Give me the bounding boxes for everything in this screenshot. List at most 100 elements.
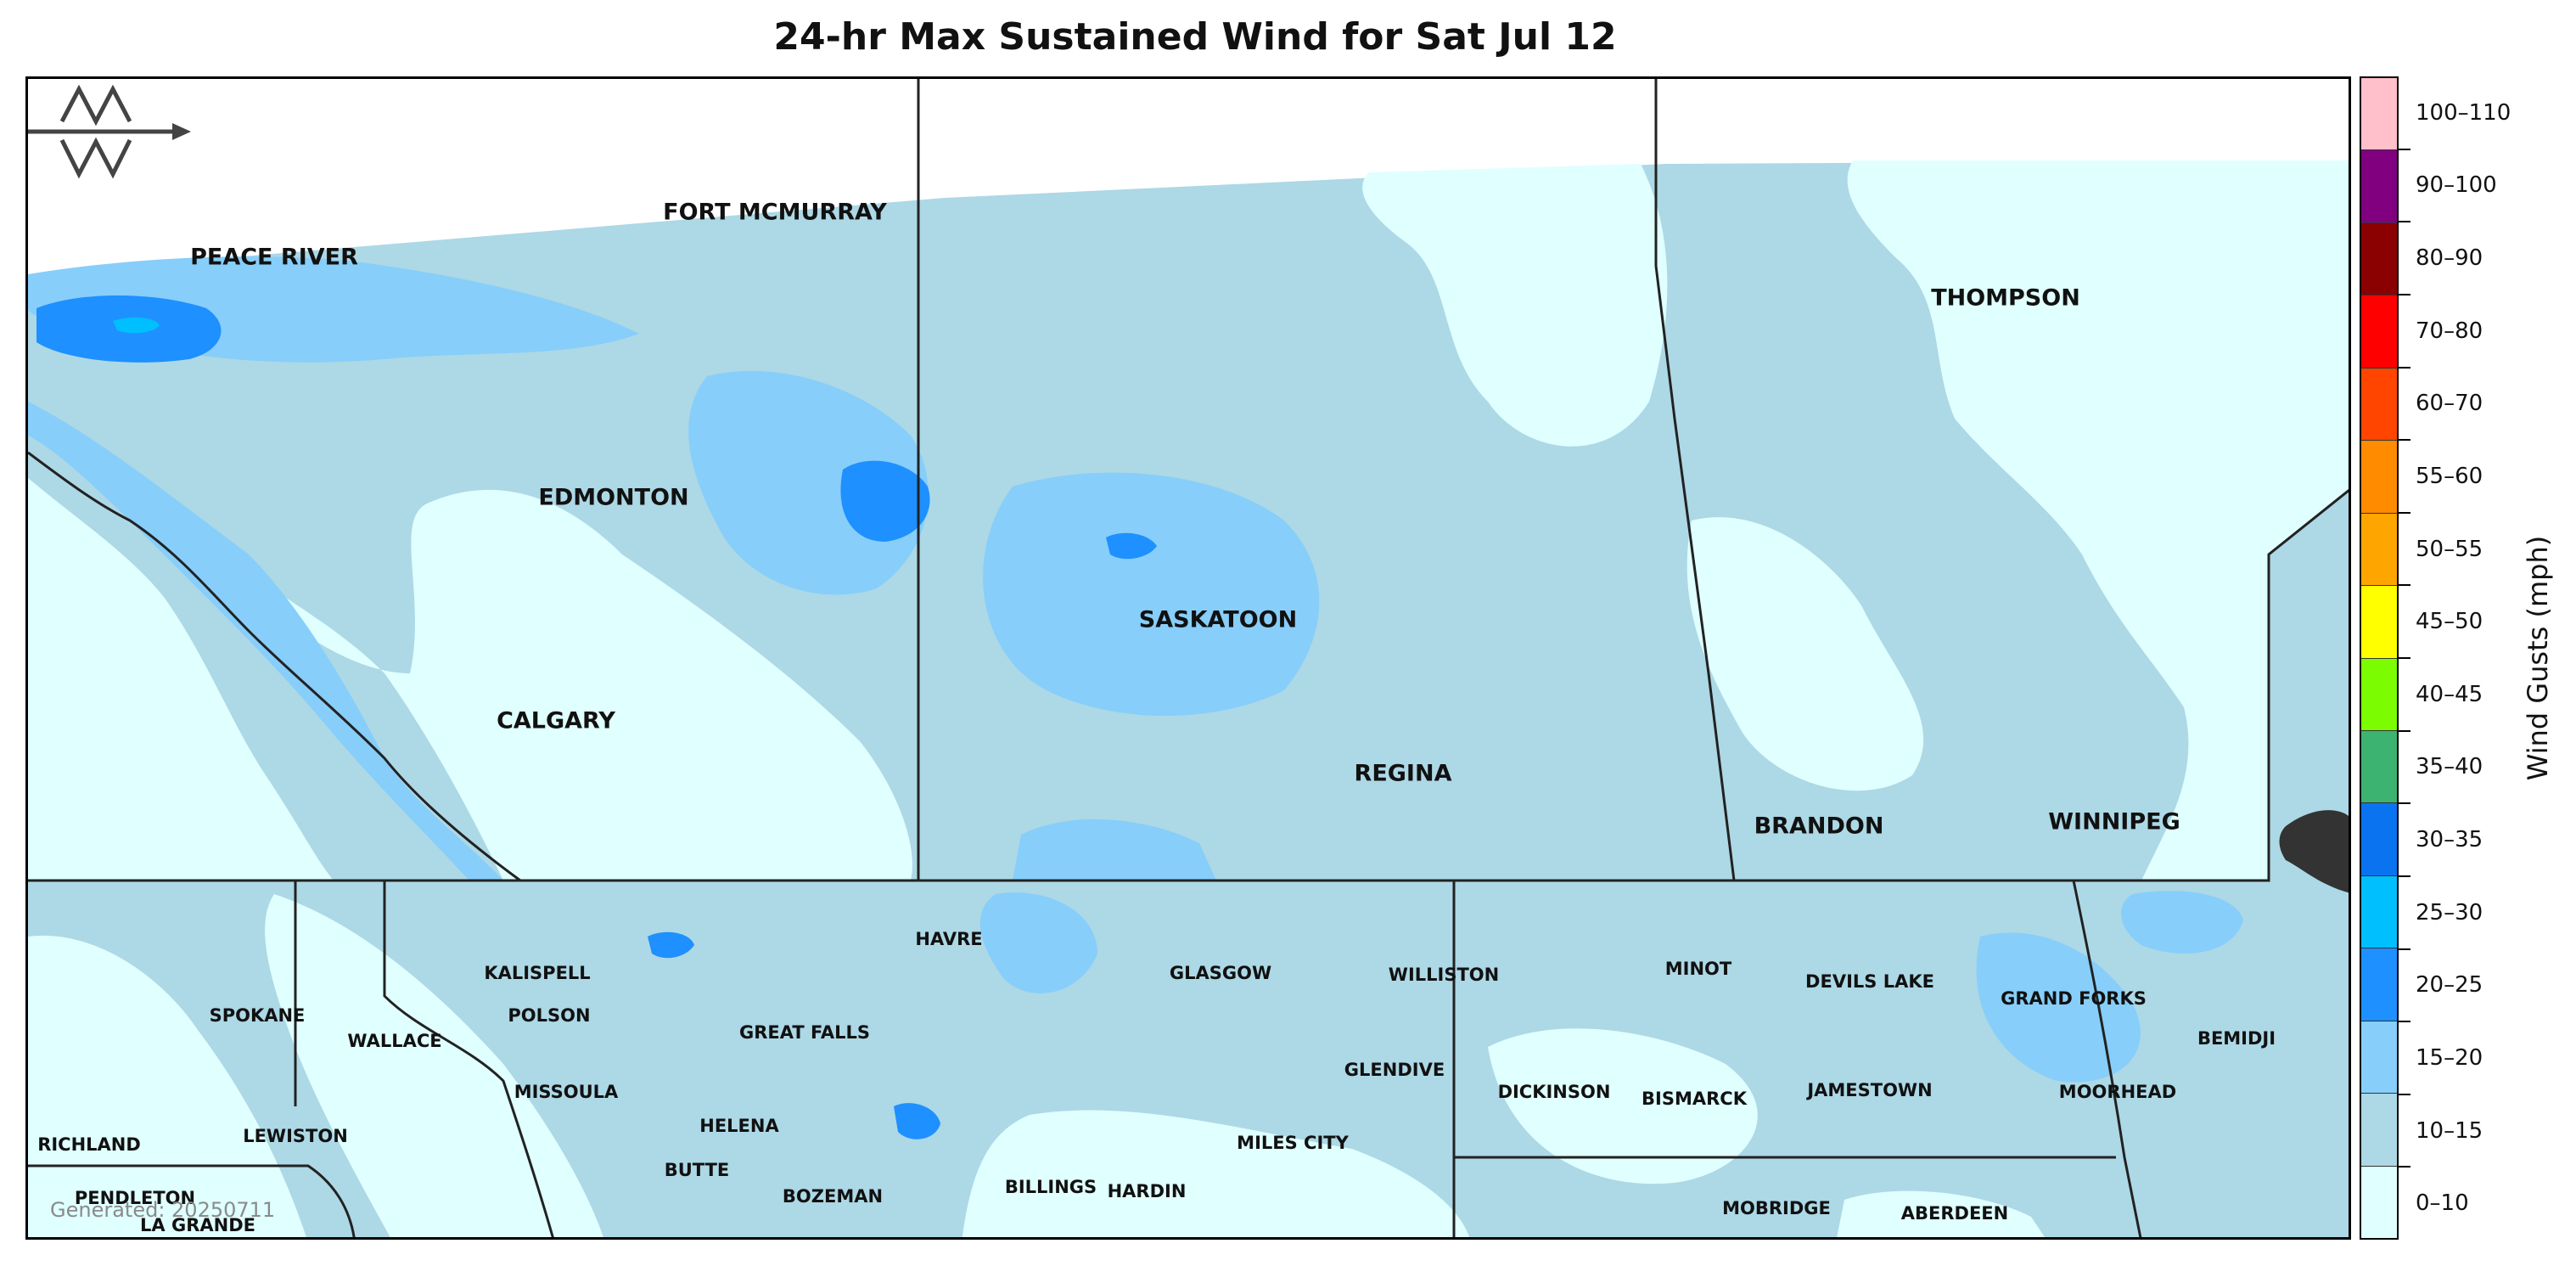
wind-map: PEACE RIVER FORT MCMURRAY EDMONTON CALGA… — [25, 76, 2351, 1240]
city-label: THOMPSON — [1931, 284, 2080, 312]
legend-tick — [2399, 1166, 2410, 1168]
city-label: MISSOULA — [514, 1082, 619, 1102]
city-label: ABERDEEN — [1900, 1203, 2009, 1224]
legend-bin-label: 70–80 — [2416, 318, 2483, 344]
wind-field-20-25-sask-spot — [1106, 532, 1157, 560]
city-label: POLSON — [508, 1005, 591, 1026]
wind-field-0-10-montana-west — [265, 894, 603, 1237]
boundaries — [28, 79, 2349, 1237]
city-label: REGINA — [1354, 760, 1452, 787]
legend-swatch — [2361, 658, 2397, 731]
city-label: BOZEMAN — [782, 1186, 884, 1207]
city-label: JAMESTOWN — [1807, 1080, 1933, 1100]
legend-swatch — [2361, 368, 2397, 442]
saskatchewan-manitoba-border — [1654, 79, 1736, 881]
legend-bin-label: 100–110 — [2416, 99, 2511, 126]
city-label: WILLISTON — [1388, 965, 1500, 985]
generated-stamp: Generated: 20250711 — [50, 1198, 276, 1222]
city-label: BRANDON — [1754, 813, 1884, 840]
legend-swatch — [2361, 441, 2397, 514]
legend-bin-label: 20–25 — [2416, 972, 2483, 999]
wind-field-0-10-manitoba-lakes — [1686, 517, 1924, 791]
city-label: FORT MCMURRAY — [663, 199, 887, 226]
map-canvas — [28, 79, 2349, 1237]
city-label: DEVILS LAKE — [1805, 971, 1934, 992]
legend-swatch — [2361, 222, 2397, 296]
wind-field-0-10-dakotas — [1488, 1028, 1758, 1184]
city-label: MOORHEAD — [2058, 1082, 2177, 1102]
wind-field-20-25-lake — [840, 460, 930, 542]
city-label: HARDIN — [1107, 1181, 1187, 1201]
city-label: BEMIDJI — [2197, 1028, 2276, 1049]
northdakota-minnesota-border — [2072, 880, 2142, 1237]
wind-field-15-20-saskatoon — [983, 472, 1320, 716]
legend-bin-label: 90–100 — [2416, 172, 2497, 199]
wind-field-15-20-rockies — [28, 402, 503, 881]
wind-field-0-10-sd — [1837, 1190, 2045, 1237]
legend-swatch — [2361, 586, 2397, 659]
legend-tick — [2399, 148, 2410, 150]
city-label: WALLACE — [347, 1031, 442, 1051]
legend-swatch — [2361, 1094, 2397, 1167]
city-label: LEWISTON — [243, 1126, 348, 1146]
city-label: MILES CITY — [1237, 1133, 1349, 1153]
map-title: 24-hr Max Sustained Wind for Sat Jul 12 — [773, 15, 1617, 59]
wind-field-20-25-mt-spot — [894, 1103, 940, 1139]
city-label: HAVRE — [915, 929, 983, 949]
city-label: SPOKANE — [209, 1005, 306, 1026]
city-label: RICHLAND — [37, 1134, 141, 1155]
legend-tick — [2399, 1021, 2410, 1023]
wind-field-0-10-manitoba-north — [1362, 164, 1668, 447]
legend-tick — [2399, 221, 2410, 223]
legend-tick — [2399, 293, 2410, 295]
city-label: LA GRANDE — [140, 1215, 255, 1235]
legend-tick — [2399, 584, 2410, 587]
legend-swatch — [2361, 948, 2397, 1021]
legend-bin-label: 15–20 — [2416, 1044, 2483, 1071]
manitoba-ontario-border — [2267, 488, 2349, 869]
legend-tick — [2399, 875, 2410, 877]
city-label: WINNIPEG — [2048, 808, 2180, 836]
wind-field-15-20-devils — [1976, 932, 2141, 1083]
weather-logo-icon — [28, 84, 191, 179]
legend-tick — [2399, 1093, 2410, 1095]
city-label: PENDLETON — [74, 1188, 196, 1208]
city-label: PEACE RIVER — [190, 244, 358, 271]
city-label: BUTTE — [664, 1160, 730, 1180]
legend-bin-label: 80–90 — [2416, 245, 2483, 272]
legend-tick — [2399, 366, 2410, 369]
legend-bin-label: 10–15 — [2416, 1117, 2483, 1144]
legend-bin-label: 45–50 — [2416, 609, 2483, 635]
wind-field-0-10-idaho — [28, 935, 306, 1237]
city-label: HELENA — [699, 1116, 779, 1136]
wind-field-15-20-sk-south — [1013, 819, 1216, 881]
legend-bin-label: 30–35 — [2416, 827, 2483, 853]
wind-field-0-10-west — [28, 478, 334, 881]
legend-colorbar — [2360, 76, 2399, 1240]
legend-tick — [2399, 802, 2410, 805]
legend-swatch — [2361, 1166, 2397, 1238]
city-label: BISMARCK — [1642, 1089, 1747, 1109]
wind-field-25-30-peace-core — [113, 317, 160, 334]
city-label: CALGARY — [497, 707, 615, 734]
wind-field-20-25-glacier — [648, 931, 694, 959]
oregon-border — [28, 1164, 356, 1237]
lake-of-the-woods — [2279, 810, 2349, 893]
legend-bin-label: 25–30 — [2416, 899, 2483, 926]
legend-bin-label: 35–40 — [2416, 754, 2483, 780]
city-label: DICKINSON — [1497, 1082, 1611, 1102]
legend-swatch — [2361, 730, 2397, 804]
city-label: MINOT — [1664, 959, 1732, 979]
wind-field-15-20-mn — [2121, 891, 2243, 954]
legend-bin-label: 55–60 — [2416, 463, 2483, 489]
legend-bin-label: 50–55 — [2416, 536, 2483, 562]
city-label: BILLINGS — [1004, 1177, 1097, 1197]
city-label: GLENDIVE — [1344, 1060, 1445, 1080]
legend-tick — [2399, 657, 2410, 659]
legend-bin-label: 0–10 — [2416, 1190, 2469, 1217]
legend-swatch — [2361, 1021, 2397, 1094]
canada-us-border — [28, 869, 2270, 882]
city-label: EDMONTON — [538, 484, 689, 511]
idaho-montana-border — [383, 881, 554, 1237]
legend-swatch — [2361, 513, 2397, 587]
